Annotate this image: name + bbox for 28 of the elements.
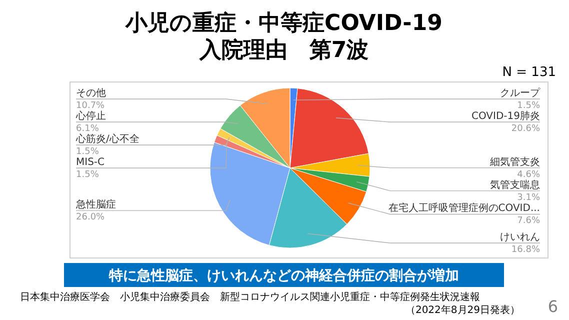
slice-label: COVID-19肺炎 xyxy=(471,110,540,122)
data-label: 6.1% xyxy=(76,124,100,134)
data-label: 4.6% xyxy=(517,170,540,180)
text: 6 xyxy=(548,297,558,316)
data-label: 26.0% xyxy=(76,212,106,223)
slice-label: 気管支喘息 xyxy=(490,178,540,191)
slice-label: 心筋炎/心不全 xyxy=(75,133,140,145)
data-label: 1.5% xyxy=(517,101,540,111)
slice-label: けいれん xyxy=(500,232,540,243)
data-label: 20.6% xyxy=(511,124,540,134)
data-label: 7.6% xyxy=(517,216,540,226)
text: 日本集中治療医学会 小児集中治療委員会 新型コロナウイルス関連小児重症・中等症例発生状況速報 xyxy=(20,291,480,303)
data-label: 10.7% xyxy=(76,101,106,111)
slice-label: 在宅人工呼吸管理症例のCOVID... xyxy=(388,202,540,214)
slice-label: 細気管支炎 xyxy=(489,156,540,168)
text: （2022年8月29日発表） xyxy=(405,304,520,316)
data-label: 1.5% xyxy=(76,170,100,180)
chart-title: 小児の重症・中等症COVID-19 入院理由 第7波 xyxy=(124,11,442,63)
slice-label: クループ xyxy=(500,87,541,99)
slice-label: 心停止 xyxy=(75,110,106,122)
data-label: 16.8% xyxy=(511,245,540,255)
text: 特に急性脳症、けいれんなどの神経合併症の割合が増加 xyxy=(108,267,459,284)
text: N = 131 xyxy=(502,65,556,80)
data-label: 3.1% xyxy=(517,192,540,203)
data-label: 1.5% xyxy=(76,147,100,157)
slice-label: その他 xyxy=(76,87,106,99)
slice-label: 急性脳症 xyxy=(75,198,116,211)
slice-label: MIS-C xyxy=(76,157,105,168)
